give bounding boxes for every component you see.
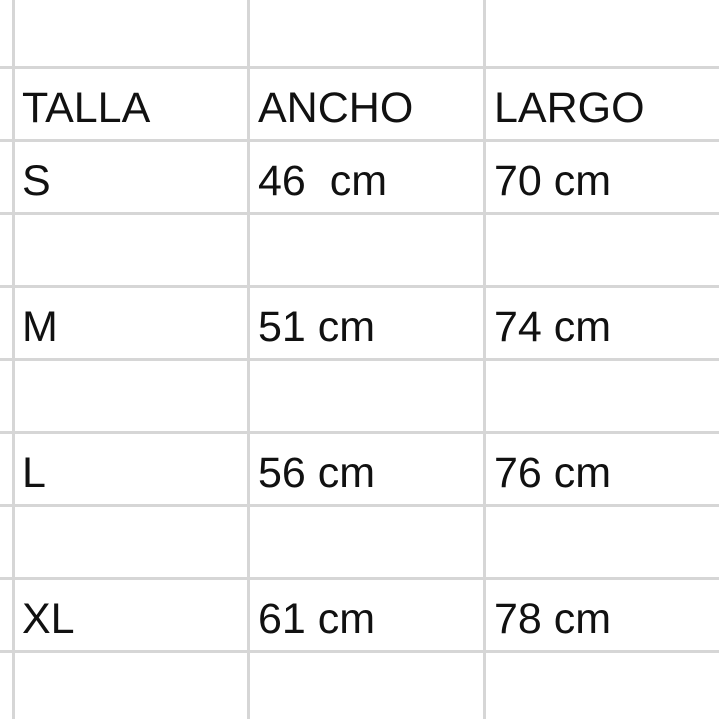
table-cell[interactable]: 51 cm: [258, 303, 376, 351]
table-cell[interactable]: [22, 0, 248, 69]
table-cell[interactable]: [494, 215, 719, 288]
table-cell[interactable]: [494, 653, 719, 726]
table-cell[interactable]: [494, 507, 719, 580]
table-cell[interactable]: [494, 361, 719, 434]
table-cell[interactable]: [258, 215, 484, 288]
table-cell[interactable]: [22, 653, 248, 726]
table-cell[interactable]: [258, 507, 484, 580]
table-cell[interactable]: [258, 361, 484, 434]
table-cell[interactable]: [22, 361, 248, 434]
table-cell[interactable]: [22, 507, 248, 580]
table-cell[interactable]: [258, 0, 484, 69]
row-gridline: [0, 212, 719, 215]
row-gridline: [0, 285, 719, 288]
table-cell[interactable]: S: [22, 157, 51, 205]
table-cell[interactable]: 56 cm: [258, 449, 376, 497]
row-gridline: [0, 431, 719, 434]
header-cell[interactable]: LARGO: [494, 84, 645, 132]
row-gridline: [0, 358, 719, 361]
table-cell[interactable]: [258, 653, 484, 726]
table-cell[interactable]: M: [22, 303, 58, 351]
row-gridline: [0, 504, 719, 507]
row-gridline: [0, 577, 719, 580]
table-cell[interactable]: 78 cm: [494, 595, 612, 643]
table-cell[interactable]: 61 cm: [258, 595, 376, 643]
header-cell[interactable]: TALLA: [22, 84, 151, 132]
table-cell[interactable]: XL: [22, 595, 75, 643]
row-gridline: [0, 139, 719, 142]
row-gridline: [0, 66, 719, 69]
table-cell[interactable]: 74 cm: [494, 303, 612, 351]
row-gridline: [0, 650, 719, 653]
table-cell[interactable]: [494, 0, 719, 69]
table-cell[interactable]: [22, 215, 248, 288]
table-cell[interactable]: L: [22, 449, 46, 497]
table-cell[interactable]: 46 cm: [258, 157, 388, 205]
table-cell[interactable]: 70 cm: [494, 157, 612, 205]
header-cell[interactable]: ANCHO: [258, 84, 414, 132]
table-cell[interactable]: 76 cm: [494, 449, 612, 497]
